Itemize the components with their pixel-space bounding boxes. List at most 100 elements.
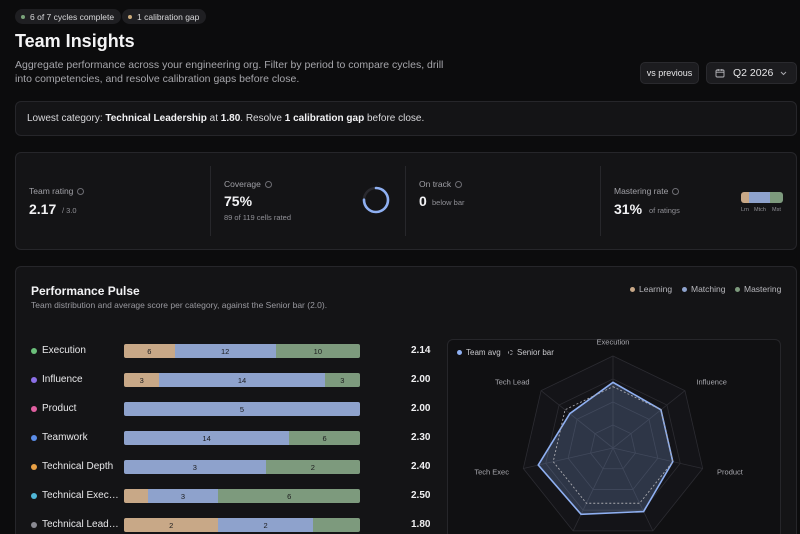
learning-segment: [124, 489, 148, 503]
mastering-segment: 10: [275, 344, 360, 358]
coverage-ring-fill: [362, 186, 390, 214]
category-score: 2.00: [411, 403, 431, 414]
category-score: 2.40: [411, 461, 431, 472]
category-label[interactable]: Technical Execution: [42, 490, 120, 501]
category-label[interactable]: Technical Depth: [42, 461, 114, 472]
on-track-sub: below bar: [432, 198, 465, 207]
category-distribution-bar[interactable]: 5: [124, 402, 360, 416]
legend-learning: Learning: [630, 284, 672, 294]
category-score: 2.00: [411, 374, 431, 385]
team-rating-value: 2.17: [29, 201, 57, 217]
mastering-rate-label: Mastering rate: [614, 186, 680, 196]
legend-matching-dot: [682, 286, 687, 292]
mini-legend-learning: Lrn: [741, 207, 749, 213]
category-dot: [31, 493, 37, 499]
radar-axis-label: Execution: [597, 339, 630, 346]
matching-segment: 5: [124, 402, 360, 416]
cycles-badge-dot: [21, 14, 25, 19]
on-track-label: On track: [419, 179, 463, 189]
category-distribution-bar[interactable]: 6 12 10: [124, 344, 360, 358]
lowest-category-banner: Lowest category: Technical Leadership at…: [15, 101, 797, 136]
matching-segment: 3: [124, 460, 266, 474]
matching-segment: 12: [174, 344, 276, 358]
category-dot: [31, 464, 37, 470]
radar-axis-label: Influence: [696, 377, 726, 386]
radar-legend-senior: Senior bar: [508, 348, 554, 357]
category-label[interactable]: Execution: [42, 345, 86, 356]
learning-segment: 3: [124, 373, 160, 387]
mastering-rate-value: 31%: [614, 201, 643, 217]
category-score: 1.80: [411, 519, 431, 530]
stat-divider: [405, 166, 406, 236]
radar-axis-line: [612, 447, 703, 469]
cycles-badge-label: 6 of 7 cycles complete: [30, 11, 115, 22]
on-track-label-text: On track: [419, 179, 452, 189]
page-title: Team Insights: [15, 31, 135, 51]
calibration-badge: 1 calibration gap: [122, 9, 207, 24]
pulse-subtitle: Team distribution and average score per …: [31, 300, 328, 310]
category-label[interactable]: Teamwork: [42, 432, 88, 443]
info-icon[interactable]: [264, 180, 272, 188]
stats-card: [15, 152, 797, 250]
coverage-sub: 89 of 119 cells rated: [224, 213, 291, 222]
radar-team-avg-series: [537, 381, 674, 516]
banner-score: 1.80: [220, 113, 241, 124]
mastering-segment: 6: [289, 431, 360, 445]
calendar-icon: [715, 69, 725, 78]
compare-previous-button[interactable]: vs previous: [640, 62, 699, 84]
category-distribution-bar[interactable]: 14 6: [124, 431, 360, 445]
mini-bar-segment: [741, 192, 750, 203]
mini-bar-segment: [749, 192, 770, 203]
radar-axis-label: Tech Exec: [474, 468, 509, 477]
radar-grid-ring: [590, 424, 636, 470]
mini-legend-mastering: Mst: [772, 207, 781, 213]
info-icon[interactable]: [455, 180, 463, 188]
banner-prefix: Lowest category:: [27, 113, 106, 124]
legend-matching-label: Matching: [691, 284, 726, 294]
category-dot: [31, 522, 37, 528]
category-label[interactable]: Technical Leadership: [42, 519, 120, 530]
pulse-title: Performance Pulse: [31, 284, 140, 298]
info-icon[interactable]: [672, 187, 680, 195]
category-dot: [31, 406, 37, 412]
radar-axis-line: [540, 390, 614, 449]
learning-segment: 6: [124, 344, 175, 358]
radar-legend-team: Team avg: [457, 348, 501, 357]
stat-divider: [210, 166, 211, 236]
matching-segment: 2: [218, 518, 313, 532]
period-select[interactable]: Q2 2026: [706, 62, 797, 84]
radar-axis-label: Product: [717, 468, 744, 477]
calibration-badge-label: 1 calibration gap: [137, 11, 200, 22]
matching-segment: 3: [147, 489, 219, 503]
banner-gap: 1 calibration gap: [284, 113, 365, 124]
category-dot: [31, 377, 37, 383]
radar-chart: ExecutionInfluenceProductTeamworkTech De…: [474, 339, 744, 532]
legend-learning-dot: [630, 286, 635, 292]
learning-segment: 2: [124, 518, 219, 532]
legend-matching: Matching: [682, 284, 726, 294]
coverage-value: 75%: [224, 193, 253, 209]
mastering-segment: [312, 518, 360, 532]
matching-segment: 14: [159, 373, 325, 387]
banner-mid: at: [206, 113, 221, 124]
calibration-badge-dot: [128, 14, 132, 19]
category-distribution-bar[interactable]: 3 14 3: [124, 373, 360, 387]
radar-legend-team-label: Team avg: [466, 348, 501, 357]
chevron-down-icon: [780, 71, 787, 76]
on-track-value: 0: [419, 193, 427, 209]
category-label[interactable]: Product: [42, 403, 77, 414]
legend-mastering-label: Mastering: [744, 284, 782, 294]
stat-divider: [600, 166, 601, 236]
banner-category: Technical Leadership: [105, 113, 207, 124]
radar-axis-label: Tech Lead: [495, 377, 530, 386]
coverage-ring: [362, 186, 390, 214]
category-label[interactable]: Influence: [42, 374, 83, 385]
radar-grid-ring: [567, 401, 659, 490]
category-dot: [31, 435, 37, 441]
coverage-label: Coverage: [224, 179, 272, 189]
info-icon[interactable]: [77, 187, 85, 195]
cycles-badge: 6 of 7 cycles complete: [15, 9, 122, 24]
